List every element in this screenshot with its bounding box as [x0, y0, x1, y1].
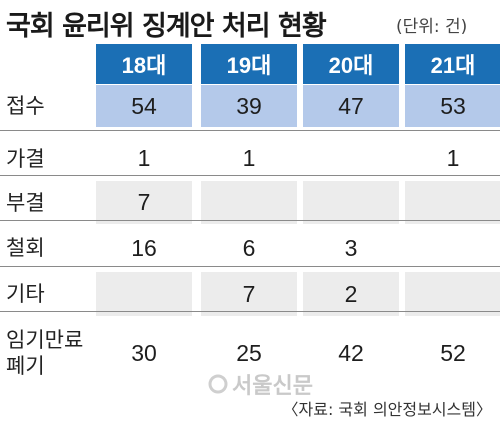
column-header: 21대 — [405, 44, 500, 84]
table-cell-value — [96, 272, 192, 316]
cell-bg — [303, 85, 399, 127]
cell-bg — [201, 272, 297, 316]
watermark-text: 서울신문 — [232, 374, 313, 399]
row-divider — [0, 175, 500, 176]
table-cell-value: 1 — [446, 145, 460, 171]
cell-bg — [201, 226, 297, 270]
row-label: 철회 — [6, 236, 45, 260]
table-cell-value: 1 — [242, 145, 256, 171]
table-cell-value: 2 — [344, 280, 358, 307]
cell-bg — [303, 318, 399, 388]
cell-bg — [201, 138, 297, 179]
column-header: 19대 — [201, 44, 297, 84]
cell-bg — [96, 181, 192, 224]
cell-bg — [96, 85, 192, 127]
cell-bg — [405, 226, 500, 270]
table-cell-value: 30 — [131, 339, 157, 366]
row-divider — [0, 220, 500, 221]
cell-bg — [96, 226, 192, 270]
newspaper-logo-icon — [208, 374, 228, 394]
cell-bg — [96, 138, 192, 179]
table-cell-value: 1 — [137, 145, 151, 171]
table-cell-value — [405, 226, 500, 270]
row-label: 가결 — [6, 146, 45, 171]
column-header: 20대 — [303, 44, 399, 84]
table-cell-value: 52 — [440, 339, 466, 366]
table-cell-value: 6 — [242, 234, 256, 261]
cell-bg — [303, 181, 399, 224]
table-cell-value: 7 — [137, 189, 151, 215]
row-label: 접수 — [6, 94, 45, 118]
chart-title: 국회 윤리위 징계안 처리 현황 — [6, 11, 327, 42]
table-cell-value: 47 — [338, 92, 364, 119]
row-label: 기타 — [6, 282, 45, 306]
table-cell-value: 3 — [344, 234, 358, 261]
cell-bg — [405, 85, 500, 127]
unit-label: (단위: 건) — [396, 17, 468, 37]
cell-bg — [201, 181, 297, 224]
row-label: 임기만료 폐기 — [6, 328, 84, 378]
table-cell-value: 53 — [440, 92, 466, 119]
table-cell-value: 25 — [236, 339, 262, 366]
cell-bg — [201, 85, 297, 127]
watermark: 서울신문 — [208, 368, 313, 400]
cell-bg — [96, 318, 192, 388]
table-cell-value: 7 — [242, 280, 256, 307]
cell-bg — [405, 138, 500, 179]
row-divider — [0, 130, 500, 131]
table-cell-value: 39 — [236, 92, 262, 119]
cell-bg — [405, 318, 500, 388]
table-cell-value — [405, 272, 500, 316]
table-cell-value — [405, 181, 500, 224]
cell-bg — [303, 226, 399, 270]
cell-bg — [303, 138, 399, 179]
source-note: 〈자료: 국회 의안정보시스템〉 — [282, 400, 492, 419]
cell-bg — [96, 272, 192, 316]
table-cell-value: 16 — [131, 234, 157, 261]
row-label: 부결 — [6, 190, 45, 215]
table-cell-value: 42 — [338, 339, 364, 366]
cell-bg — [405, 272, 500, 316]
column-header: 18대 — [96, 44, 192, 84]
table-cell-value — [303, 181, 399, 224]
table-cell-value — [303, 138, 399, 179]
cell-bg — [405, 181, 500, 224]
table-cell-value: 54 — [131, 92, 157, 119]
table-cell-value — [201, 181, 297, 224]
row-divider — [0, 266, 500, 267]
row-divider — [0, 311, 500, 312]
cell-bg — [303, 272, 399, 316]
